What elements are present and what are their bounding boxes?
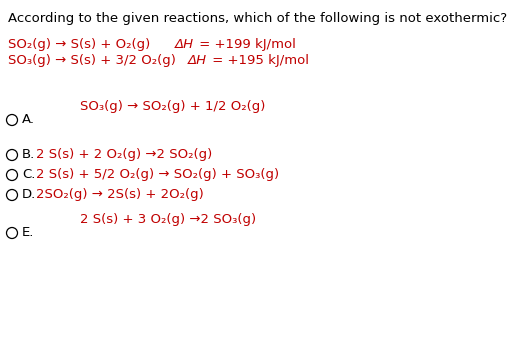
Text: 2 S(s) + 2 O₂(g) →2 SO₂(g): 2 S(s) + 2 O₂(g) →2 SO₂(g) xyxy=(36,148,212,161)
Text: 2 S(s) + 5/2 O₂(g) → SO₂(g) + SO₃(g): 2 S(s) + 5/2 O₂(g) → SO₂(g) + SO₃(g) xyxy=(36,168,279,181)
Text: C.: C. xyxy=(22,168,35,181)
Text: SO₂(g) → S(s) + O₂(g): SO₂(g) → S(s) + O₂(g) xyxy=(8,38,150,51)
Text: SO₃(g) → SO₂(g) + 1/2 O₂(g): SO₃(g) → SO₂(g) + 1/2 O₂(g) xyxy=(80,100,265,113)
Text: D.: D. xyxy=(22,188,36,201)
Text: 2 S(s) + 3 O₂(g) →2 SO₃(g): 2 S(s) + 3 O₂(g) →2 SO₃(g) xyxy=(80,213,256,226)
Text: SO₃(g) → S(s) + 3/2 O₂(g): SO₃(g) → S(s) + 3/2 O₂(g) xyxy=(8,54,176,67)
Text: A.: A. xyxy=(22,113,35,126)
Text: ΔH: ΔH xyxy=(175,38,194,51)
Text: According to the given reactions, which of the following is not exothermic?: According to the given reactions, which … xyxy=(8,12,507,25)
Text: 2SO₂(g) → 2S(s) + 2O₂(g): 2SO₂(g) → 2S(s) + 2O₂(g) xyxy=(36,188,204,201)
Text: B.: B. xyxy=(22,148,35,161)
Text: = +199 kJ/mol: = +199 kJ/mol xyxy=(195,38,296,51)
Text: E.: E. xyxy=(22,226,34,239)
Text: = +195 kJ/mol: = +195 kJ/mol xyxy=(208,54,309,67)
Text: ΔH: ΔH xyxy=(188,54,207,67)
